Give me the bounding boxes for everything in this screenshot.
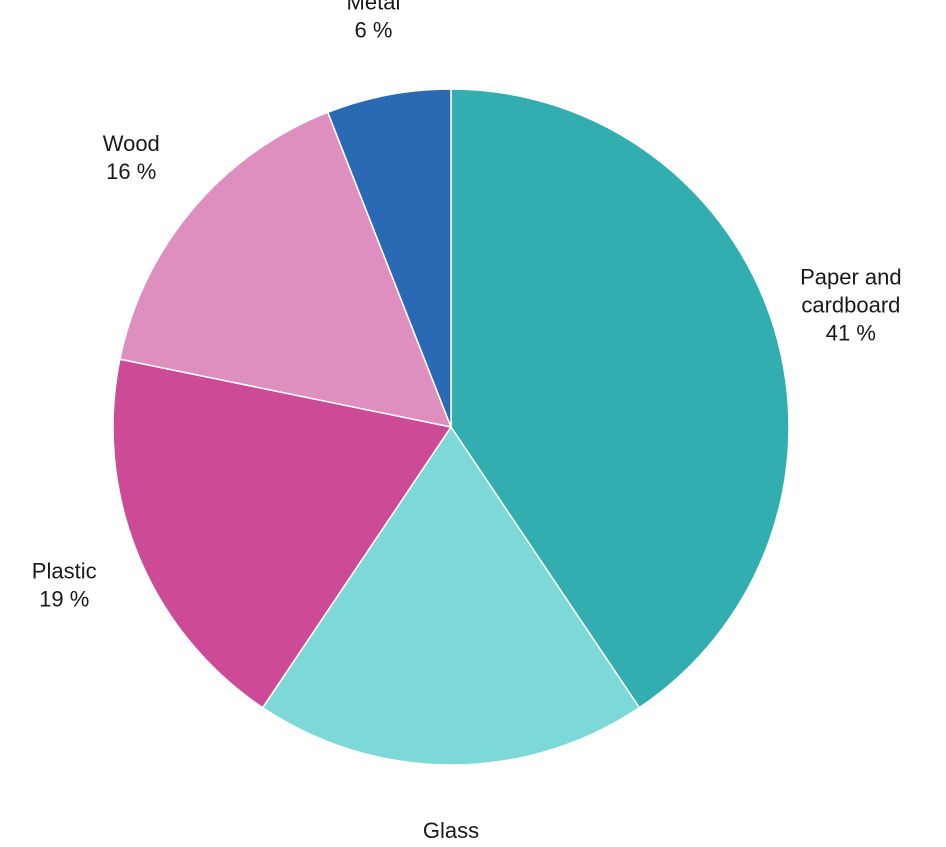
slice-value-label: 19 % (39, 586, 89, 611)
slice-value-label: 6 % (354, 17, 392, 42)
slice-category-label: Paper and (800, 264, 902, 289)
slice-value-label: 41 % (826, 320, 876, 345)
slice-category-label: Glass (423, 818, 479, 843)
slice-category-label: Wood (103, 131, 160, 156)
slice-label-paper-and-cardboard: Paper and cardboard 41 % (800, 264, 902, 345)
pie-slice-paper-and-cardboard (450, 88, 790, 709)
pie-slice-glass (261, 425, 641, 766)
slice-category-label: Plastic (32, 558, 97, 583)
pie-slice-plastic (112, 358, 453, 709)
slice-category-label: cardboard (801, 292, 900, 317)
pie-slice-metal (326, 88, 452, 428)
slice-label-wood: Wood 16 % (103, 131, 160, 184)
slice-category-label: Metal (347, 0, 401, 14)
pie-slices (112, 88, 790, 766)
slice-value-label: 16 % (106, 159, 156, 184)
slice-labels: Paper and cardboard 41 % Glass19 % Plastic 19… (32, 0, 902, 847)
slice-label-plastic: Plastic 19 % (32, 558, 97, 611)
slice-label-metal: Metal 6 % (347, 0, 401, 42)
pie-slice-wood (118, 111, 453, 429)
slice-label-glass: Glass19 % (423, 818, 479, 847)
